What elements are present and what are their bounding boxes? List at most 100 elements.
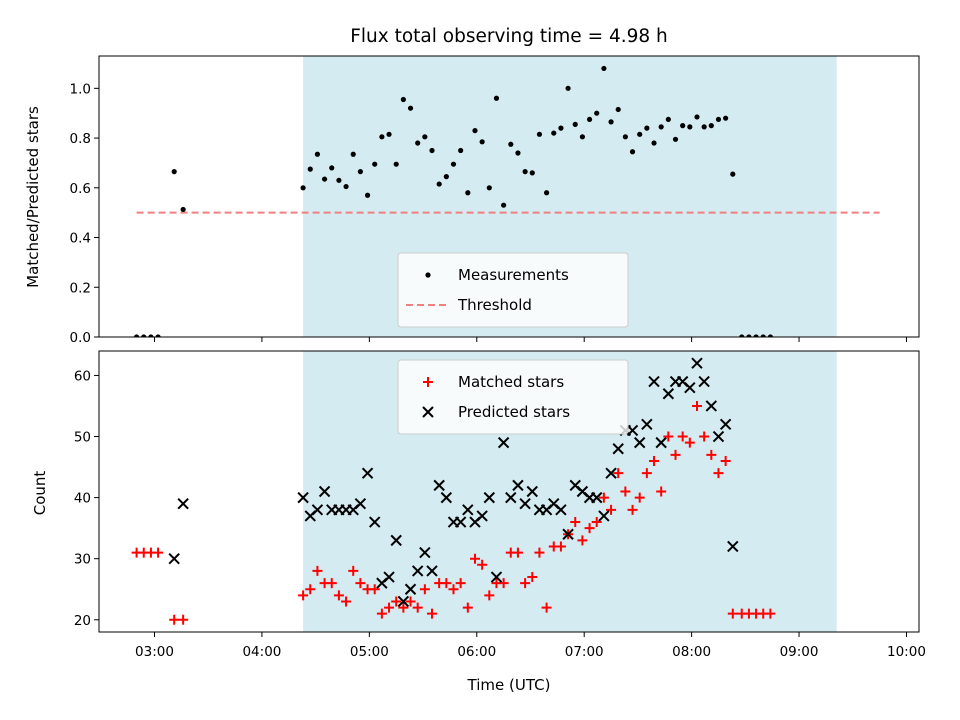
data-point [648, 375, 660, 388]
data-point [727, 608, 738, 619]
data-point [519, 498, 531, 510]
data-point [705, 400, 718, 412]
data-point [321, 176, 328, 182]
x-tick-label: 08:00 [672, 644, 711, 660]
data-point [498, 578, 509, 589]
data-point [663, 431, 674, 442]
data-point [490, 571, 503, 583]
data-point [629, 149, 636, 155]
data-point [312, 565, 323, 576]
y-tick-label: 0.6 [70, 181, 91, 197]
data-point [727, 540, 739, 553]
legend-marker [422, 406, 434, 418]
data-point [326, 578, 337, 589]
data-point [615, 106, 621, 113]
data-point [655, 436, 667, 449]
data-point [613, 468, 624, 479]
data-point [529, 170, 535, 176]
data-point [443, 174, 449, 180]
plot-frame [98, 55, 920, 338]
data-point [343, 183, 349, 190]
data-point [486, 185, 492, 191]
data-point [297, 491, 309, 504]
data-point [715, 116, 722, 123]
data-point [455, 578, 466, 589]
data-point [723, 115, 729, 121]
legend-label: Threshold [457, 296, 532, 314]
data-point [141, 334, 147, 337]
x-axis-label: Time (UTC) [467, 676, 551, 694]
x-tick-label: 06:00 [457, 644, 496, 660]
data-point [572, 121, 578, 127]
y-tick-label: 40 [74, 491, 91, 507]
data-point [415, 140, 421, 146]
x-tick-label: 10:00 [887, 644, 926, 660]
data-point [562, 528, 574, 540]
data-point [355, 578, 366, 589]
legend-box [397, 252, 629, 328]
data-point [393, 161, 399, 167]
data-point [422, 134, 428, 140]
y-tick-label: 0.2 [70, 280, 91, 296]
data-point [440, 491, 453, 504]
data-point [376, 608, 387, 619]
x-tick-label: 03:00 [135, 644, 174, 660]
data-point [712, 430, 725, 443]
data-point [512, 479, 524, 492]
data-point [651, 140, 657, 146]
data-point [318, 485, 331, 498]
data-point [133, 334, 140, 337]
data-point [591, 517, 602, 528]
data-point [369, 584, 380, 595]
data-point [577, 535, 588, 546]
data-point [397, 595, 410, 608]
y-tick-label: 0.4 [70, 231, 91, 247]
y-tick-label: 20 [74, 613, 91, 629]
data-point [386, 131, 392, 137]
data-point [520, 578, 531, 589]
data-point [684, 437, 695, 448]
data-point [739, 334, 745, 337]
y-tick-label: 1.0 [70, 81, 91, 97]
y-tick-label: 0.0 [70, 330, 91, 346]
data-point [633, 436, 646, 449]
data-point [178, 614, 189, 625]
data-point [314, 151, 321, 157]
bottom-y-axis-label: Count [31, 471, 49, 516]
data-point [426, 565, 438, 577]
data-point [591, 491, 603, 504]
data-point [687, 124, 693, 130]
x-tick-label: 04:00 [242, 644, 281, 660]
data-point [483, 491, 496, 504]
data-point [153, 547, 164, 558]
data-point [357, 169, 363, 175]
data-point [644, 125, 650, 131]
data-point [634, 492, 645, 503]
data-point [484, 590, 495, 601]
data-point [670, 449, 681, 460]
data-point [171, 169, 177, 175]
data-point [594, 110, 600, 116]
data-point [555, 504, 567, 516]
data-point [694, 114, 700, 120]
legend-label: Matched stars [458, 373, 564, 391]
data-point [719, 418, 732, 431]
data-point [448, 584, 459, 595]
data-point [606, 504, 617, 515]
x-tick-label: 07:00 [565, 644, 604, 660]
data-point [336, 177, 342, 183]
data-point [369, 516, 381, 528]
data-point [522, 169, 528, 175]
data-point [307, 166, 313, 172]
legend: Matched stars Predicted stars [397, 359, 629, 435]
data-point [379, 134, 385, 140]
data-point [527, 572, 538, 583]
data-point [698, 375, 710, 388]
data-point [551, 130, 557, 136]
data-point [383, 571, 395, 583]
data-point [730, 171, 736, 177]
data-point [433, 479, 445, 492]
data-point [372, 161, 378, 167]
legend-label: Measurements [458, 266, 569, 284]
data-point [767, 334, 773, 337]
